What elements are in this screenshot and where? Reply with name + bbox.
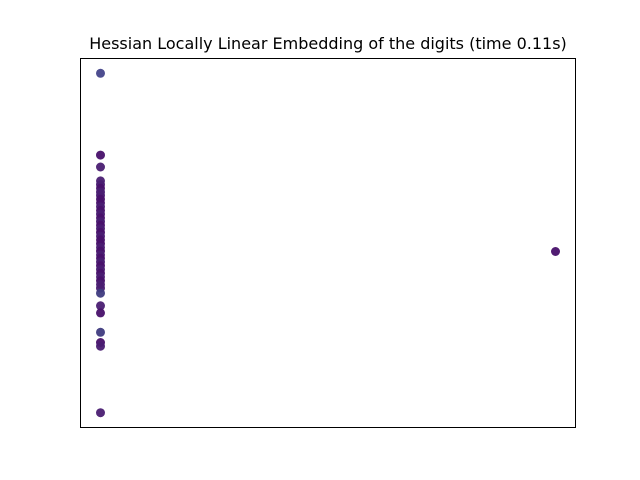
- data-point: [96, 301, 105, 311]
- data-point: [96, 308, 105, 318]
- data-point: [96, 288, 105, 298]
- scatter-points: [96, 68, 560, 418]
- chart-title: Hessian Locally Linear Embedding of the …: [89, 34, 567, 53]
- data-point: [96, 327, 105, 337]
- data-point: [96, 162, 105, 172]
- data-point: [551, 247, 560, 256]
- data-point: [96, 68, 105, 78]
- axes-frame: [80, 58, 576, 428]
- data-point: [96, 150, 105, 160]
- data-point: [96, 408, 105, 418]
- data-point: [96, 341, 105, 351]
